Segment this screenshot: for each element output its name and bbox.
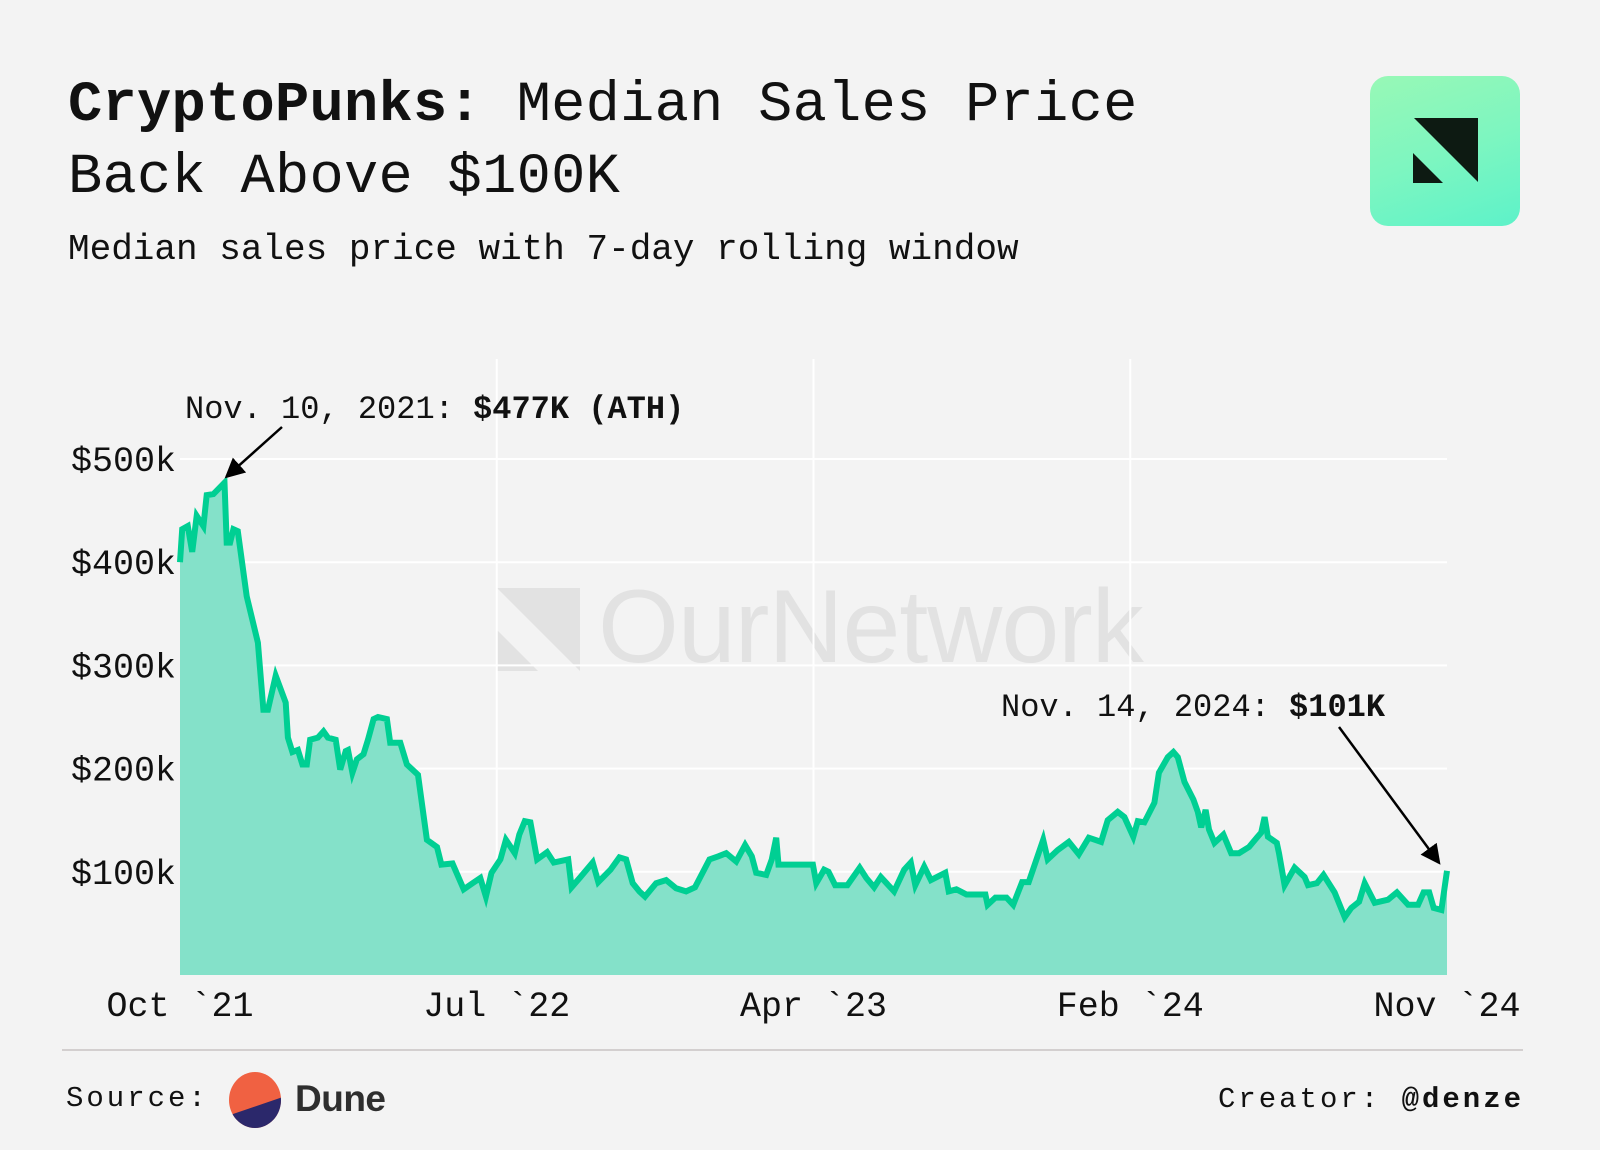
title-bold: CryptoPunks: bbox=[68, 74, 483, 138]
x-tick-label: Feb `24 bbox=[1057, 987, 1204, 1027]
creator-handle: @denze bbox=[1401, 1083, 1524, 1116]
creator-credit: Creator: @denze bbox=[1218, 1083, 1524, 1116]
watermark-text: OurNetwork bbox=[598, 569, 1144, 685]
watermark-logo-icon bbox=[497, 588, 580, 671]
x-tick-label: Apr `23 bbox=[740, 987, 887, 1027]
chart-subtitle: Median sales price with 7-day rolling wi… bbox=[68, 229, 1019, 270]
annotation-ath-arrow bbox=[224, 426, 283, 479]
y-tick-label: $400k bbox=[71, 545, 176, 585]
creator-label: Creator: bbox=[1217, 1083, 1402, 1116]
annotation-latest: Nov. 14, 2024: $101K bbox=[1001, 689, 1386, 726]
annotation-latest-value: $101K bbox=[1289, 689, 1386, 726]
y-tick-label: $100k bbox=[71, 855, 176, 895]
x-tick-label: Jul `22 bbox=[423, 987, 570, 1027]
y-tick-label: $500k bbox=[71, 442, 176, 482]
series-line bbox=[177, 475, 1450, 924]
annotation-ath-value: $477K (ATH) bbox=[473, 391, 684, 428]
x-tick-label: Nov `24 bbox=[1373, 987, 1520, 1027]
dune-logo-icon bbox=[229, 1072, 281, 1128]
annotation-ath: Nov. 10, 2021: $477K (ATH) bbox=[185, 391, 684, 428]
x-tick-label: Oct `21 bbox=[106, 987, 253, 1027]
chart-title: CryptoPunks: Median Sales Price Back Abov… bbox=[68, 70, 1138, 214]
source-name: Dune bbox=[295, 1078, 386, 1119]
footer-divider bbox=[62, 1049, 1523, 1051]
annotation-latest-arrow bbox=[1337, 726, 1441, 865]
title-rest: Median Sales Price bbox=[482, 74, 1138, 138]
watermark-logo-icon-small bbox=[497, 630, 538, 671]
annotation-ath-date: Nov. 10, 2021: bbox=[185, 391, 473, 428]
ournetwork-logo-icon bbox=[1370, 76, 1520, 226]
source-label: Source: bbox=[66, 1082, 209, 1115]
title-line2: Back Above $100K bbox=[68, 146, 621, 210]
y-tick-label: $200k bbox=[71, 752, 176, 792]
series-area bbox=[180, 482, 1447, 975]
annotation-latest-date: Nov. 14, 2024: bbox=[1001, 689, 1289, 726]
y-tick-label: $300k bbox=[71, 648, 176, 688]
